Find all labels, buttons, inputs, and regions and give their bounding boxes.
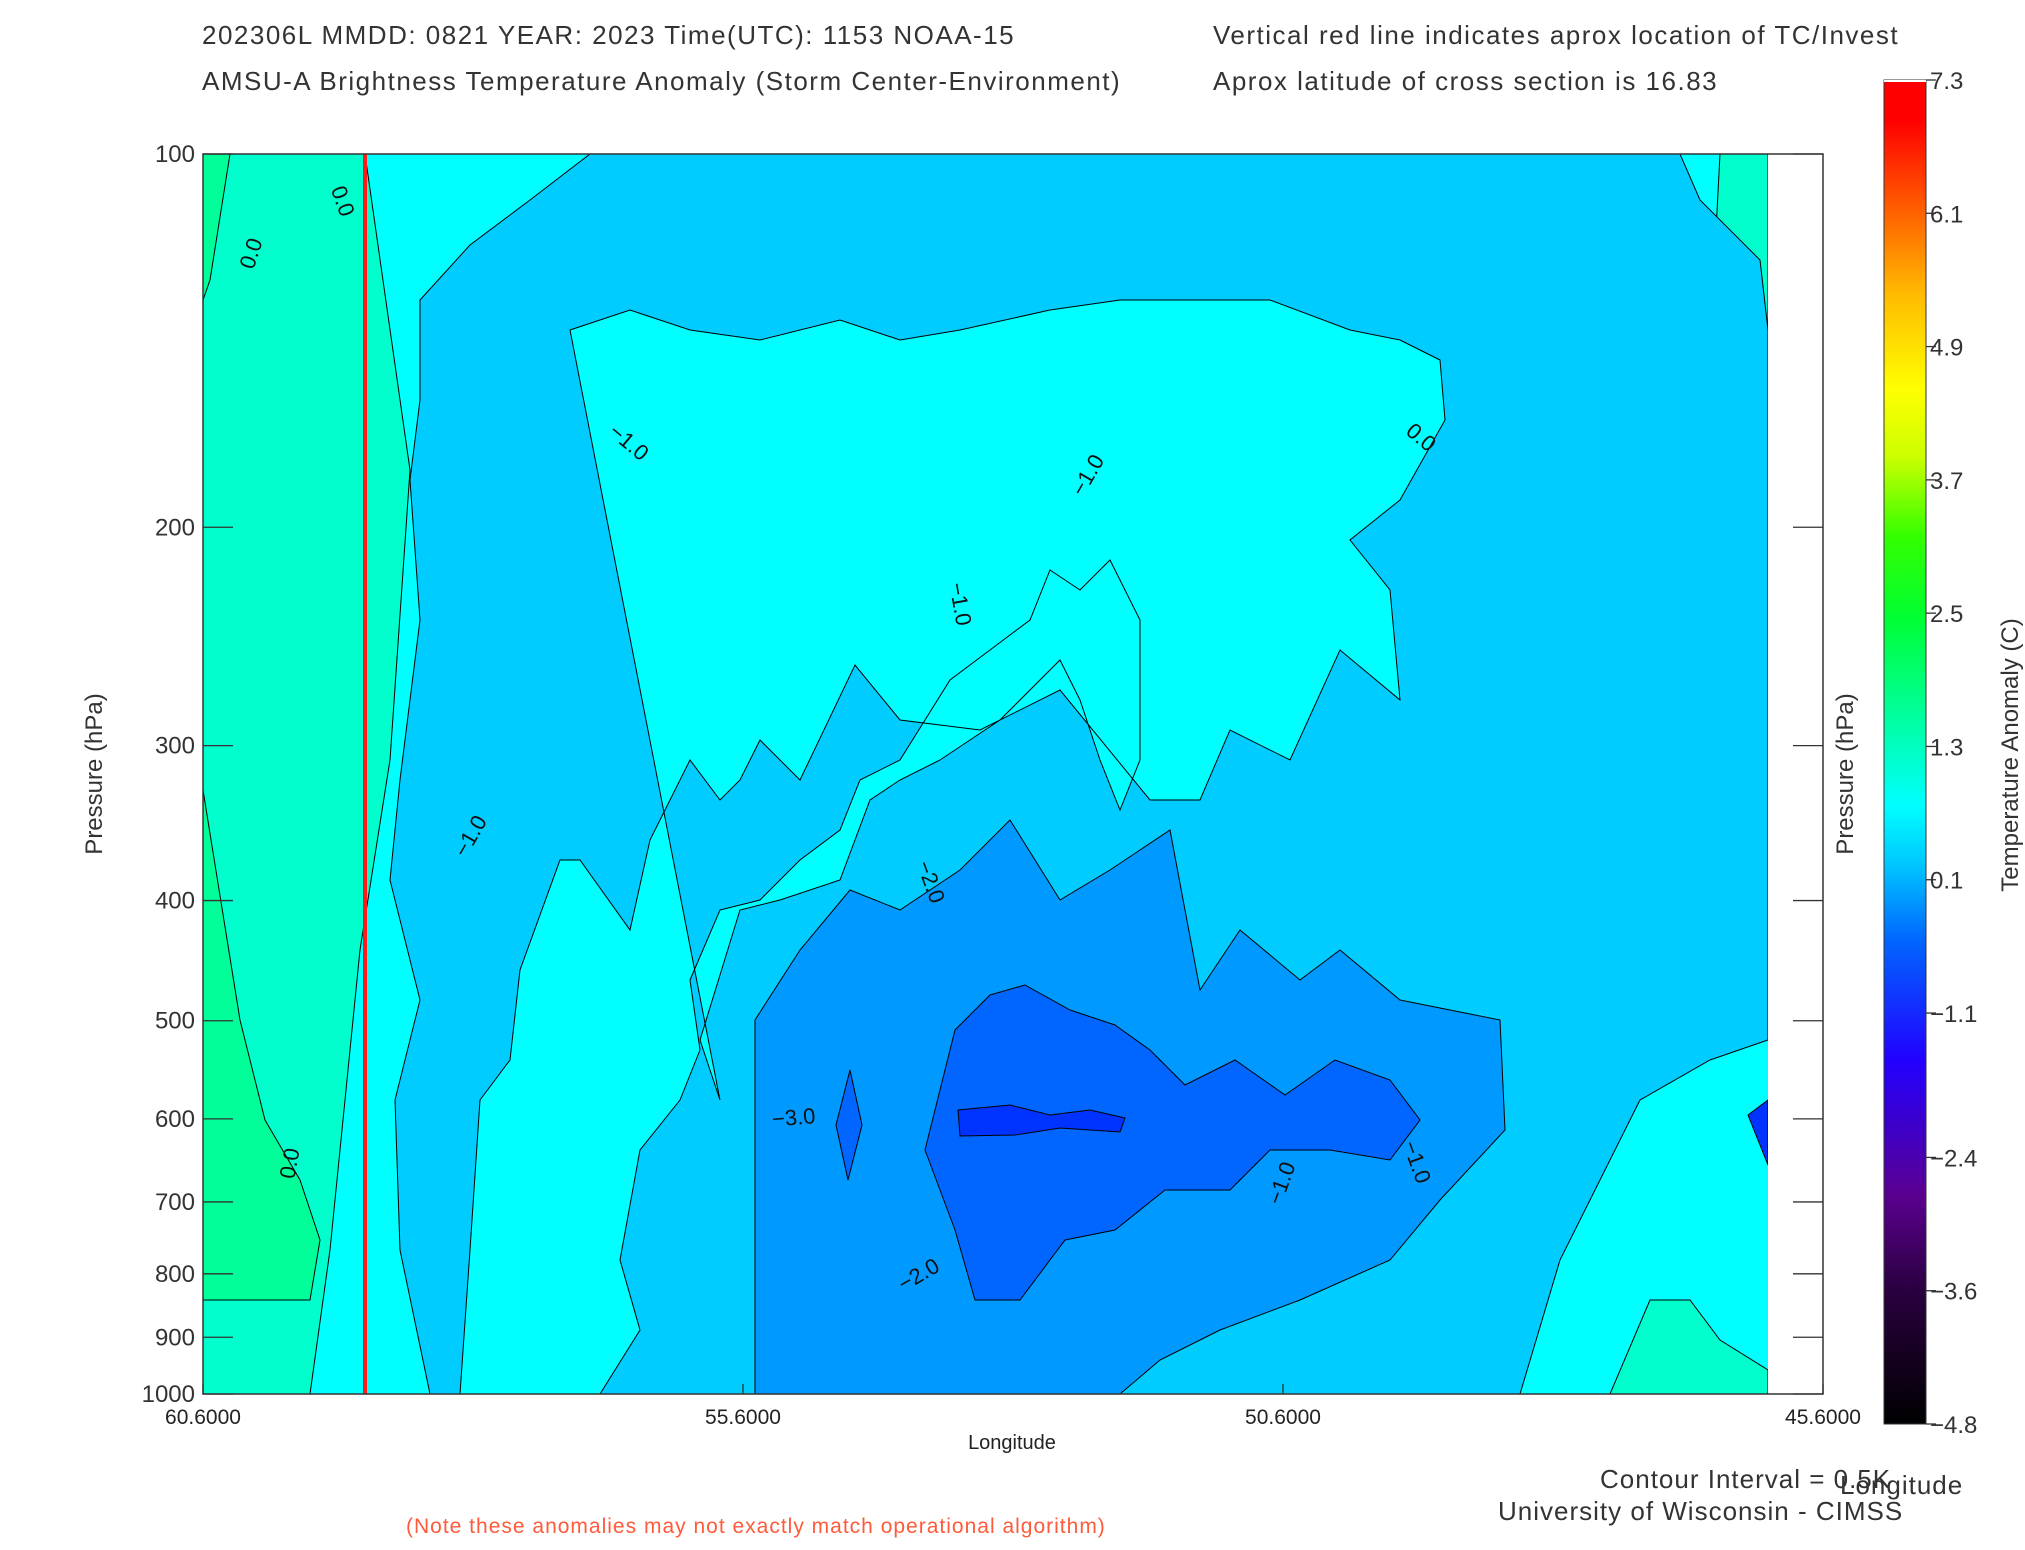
x-tick-label: 45.6000 — [1785, 1406, 1861, 1429]
colorbar-tick-label: 4.9 — [1930, 335, 1963, 362]
algorithm-note: (Note these anomalies may not exactly ma… — [406, 1515, 1106, 1538]
colorbar-tick-group: 7.3 6.1 4.9 3.7 2.5 1.3 0.1 −1.1 −2.4 −3.6 −4.8 — [1926, 68, 1977, 1439]
y-tick-label: 600 — [155, 1106, 195, 1133]
credit-text: University of Wisconsin - CIMSS — [1498, 1496, 1904, 1526]
contour-band-deepblue — [957, 1104, 1126, 1137]
y-tick-label: 500 — [155, 1008, 195, 1035]
plot-frame — [202, 153, 1824, 1395]
colorbar-tick-label: 7.3 — [1930, 68, 1963, 95]
contour-fill-group — [203, 154, 1768, 1394]
plot-white-strip — [1769, 155, 1822, 1393]
y-tick-label: 700 — [155, 1189, 195, 1216]
contour-band-green-west — [203, 154, 231, 301]
contour-band-deepblue-edge — [1747, 1099, 1768, 1166]
y-tick-label: 900 — [155, 1324, 195, 1351]
colorbar-tick-label: 0.1 — [1930, 868, 1963, 895]
y-tick-label: 300 — [155, 733, 195, 760]
x-tick-label: 50.6000 — [1245, 1406, 1321, 1429]
colorbar — [1883, 79, 1927, 1425]
header-line1-right: Vertical red line indicates aprox locati… — [1213, 20, 1900, 50]
x-axis-label: Longitude — [968, 1432, 1056, 1454]
colorbar-tick-label: −4.8 — [1930, 1412, 1977, 1439]
colorbar-tick-label: −2.4 — [1930, 1145, 1977, 1172]
colorbar-tick-label: 2.5 — [1930, 601, 1963, 628]
contour-band-green-lower-right — [1609, 1299, 1768, 1394]
colorbar-tick-label: −3.6 — [1930, 1279, 1977, 1306]
y-axis-label: Pressure (hPa) — [81, 693, 108, 854]
y-tick-label: 100 — [155, 141, 195, 168]
colorbar-tick-label: 1.3 — [1930, 734, 1963, 761]
y-tick-label: 200 — [155, 514, 195, 541]
contour-interval-text: Contour Interval = 0.5K — [1600, 1464, 1892, 1494]
y-tick-label: 1000 — [142, 1381, 195, 1408]
x-tick-label: 55.6000 — [705, 1406, 781, 1429]
header-line1-left: 202306L MMDD: 0821 YEAR: 2023 Time(UTC):… — [202, 20, 1016, 50]
contour-band-blue-small — [835, 1069, 863, 1181]
colorbar-label: Temperature Anomaly (C) — [1997, 618, 2024, 891]
header-line2-left: AMSU-A Brightness Temperature Anomaly (S… — [202, 66, 1122, 96]
contour-band-blue — [924, 984, 1421, 1301]
contour-label: 0.0 — [275, 1146, 305, 1180]
contour-label: −3.0 — [771, 1103, 816, 1132]
contour-band-green-left-lower — [203, 789, 321, 1301]
colorbar-tick-label: −1.1 — [1930, 1001, 1977, 1028]
contour-band-cyan-upper — [459, 299, 1446, 1394]
right-xlabel-text: Longitude — [1840, 1470, 1964, 1500]
y-tick-label: 800 — [155, 1261, 195, 1288]
x-tick-label: 60.6000 — [165, 1406, 241, 1429]
colorbar-tick-label: 6.1 — [1930, 201, 1963, 228]
colorbar-tick-label: 3.7 — [1930, 468, 1963, 495]
y-axis-label-right: Pressure (hPa) — [1832, 693, 1859, 854]
header-line2-right: Aprox latitude of cross section is 16.83 — [1213, 66, 1719, 96]
x-tick-group: 60.6000 55.6000 50.6000 45.6000 — [165, 1384, 1861, 1429]
y-tick-label: 400 — [155, 888, 195, 915]
y-tick-group: 100 200 300 400 500 600 700 800 900 1000 — [142, 141, 1823, 1408]
